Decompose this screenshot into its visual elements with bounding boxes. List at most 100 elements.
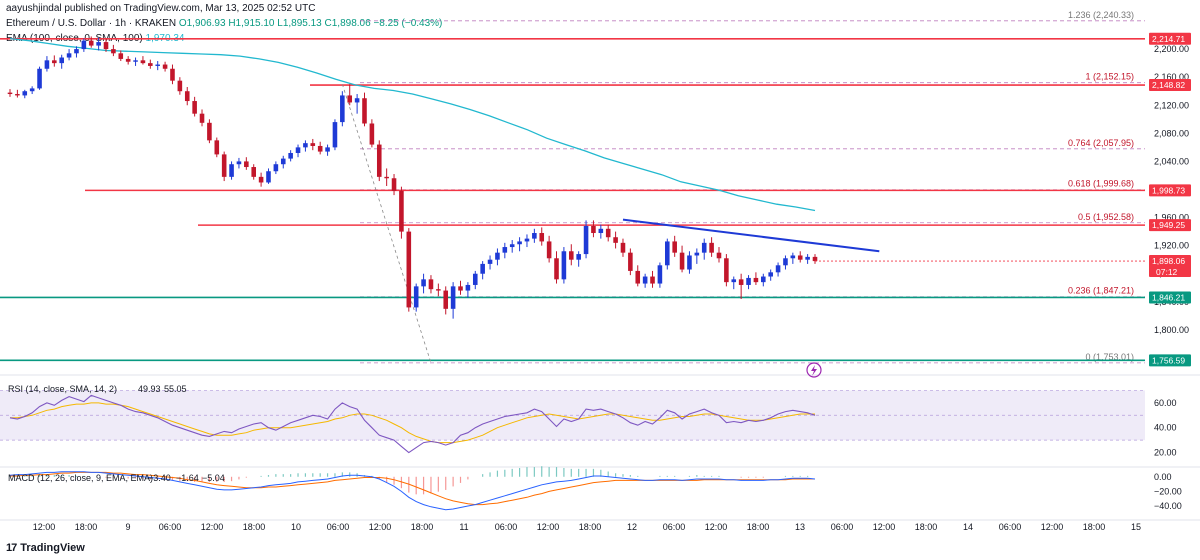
candle-body [679,252,685,270]
candle [724,254,729,287]
candle [199,109,205,127]
candle-body [111,49,116,54]
candle [605,224,611,242]
candle [495,248,500,266]
candle-body [184,91,190,102]
candle-body [310,143,316,146]
x-tick-label: 06:00 [831,522,854,532]
candle [229,161,234,180]
candle-body [436,289,441,291]
candle-body [303,143,308,148]
rsi-tick-label: 60.00 [1154,398,1177,408]
candle-body [7,92,13,95]
x-tick-label: 9 [125,522,130,532]
candle-body [192,101,197,114]
candle [687,251,692,274]
candle [258,172,264,187]
candle-body [731,279,737,283]
candle-body [170,68,175,81]
x-tick-label: 18:00 [915,522,938,532]
candle [642,273,648,288]
candle-body [295,147,301,153]
candle [340,91,345,127]
candle [273,161,279,175]
candle-body [783,258,788,266]
candle-body [37,68,42,89]
candle-body [288,152,293,159]
candle [428,275,434,294]
candle-body [251,167,257,177]
candle-body [672,241,677,253]
candle-body [325,147,330,152]
x-tick-label: 12:00 [201,522,224,532]
candle-body [133,60,138,62]
candle [133,57,138,66]
candle [118,50,124,62]
price-tag-label: 1,756.59 [1152,355,1185,365]
tradingview-logo-icon: 17 [6,542,17,554]
candle-body [399,190,404,232]
candle [672,235,677,257]
candle [694,248,700,264]
candle-body [487,259,493,264]
candle [650,270,655,288]
x-tick-label: 18:00 [1083,522,1106,532]
candle [805,254,810,264]
price-tag-label: 1,898.06 [1152,256,1185,266]
candle [125,56,131,65]
candle-body [118,53,124,59]
macd-signal-value: −5.04 [202,473,225,483]
x-tick-label: 12:00 [33,522,56,532]
candle-body [236,161,242,165]
candle [59,54,64,69]
candle-body [155,64,160,66]
candle-body [546,241,552,259]
candle-body [362,98,367,124]
price-tag [1149,32,1191,45]
x-tick-label: 10 [291,522,301,532]
candle [192,96,197,117]
price-tag-label: 1,949.25 [1152,220,1185,230]
x-tick-label: 11 [459,522,468,532]
candle [251,164,257,180]
candle [591,220,596,238]
candle [332,119,338,151]
candle-body [561,251,567,280]
candle [797,251,803,263]
candle-body [465,284,471,291]
x-tick-label: 12:00 [369,522,392,532]
candle [7,89,13,97]
candle-body [694,252,700,256]
symbol-name[interactable]: Ethereum / U.S. Dollar · 1h · KRAKEN [6,18,177,29]
macd-tick-label: −20.00 [1154,486,1182,496]
candle-body [280,158,286,165]
candle-body [59,57,64,64]
candle [731,276,737,290]
candle-body [15,94,20,96]
candle-body [620,242,626,253]
x-tick-label: 14 [963,522,973,532]
fib-level-label: 0.236 (1,847.21) [1068,286,1134,296]
candle-body [266,171,271,183]
y-tick-label: 1,960.00 [1154,213,1189,223]
candle-body [746,277,751,285]
fib-anchor-line [341,84,432,363]
y-tick-label: 1,800.00 [1154,325,1189,335]
lightning-icon [806,362,822,378]
candle-body [753,277,759,283]
candle-body [413,286,419,308]
candle-body [140,60,146,64]
candle-body [44,60,50,69]
x-tick-label: 18:00 [75,522,98,532]
candle [155,61,160,71]
candle [679,245,685,273]
candle-body [428,279,434,290]
tradingview-brand[interactable]: 17 TradingView [6,542,85,554]
candle-body [207,122,212,141]
x-tick-label: 13 [795,522,805,532]
trendline [622,218,880,253]
symbol-line: Ethereum / U.S. Dollar · 1h · KRAKEN O1,… [6,18,442,29]
candle-body [384,176,389,179]
candle [29,86,35,95]
